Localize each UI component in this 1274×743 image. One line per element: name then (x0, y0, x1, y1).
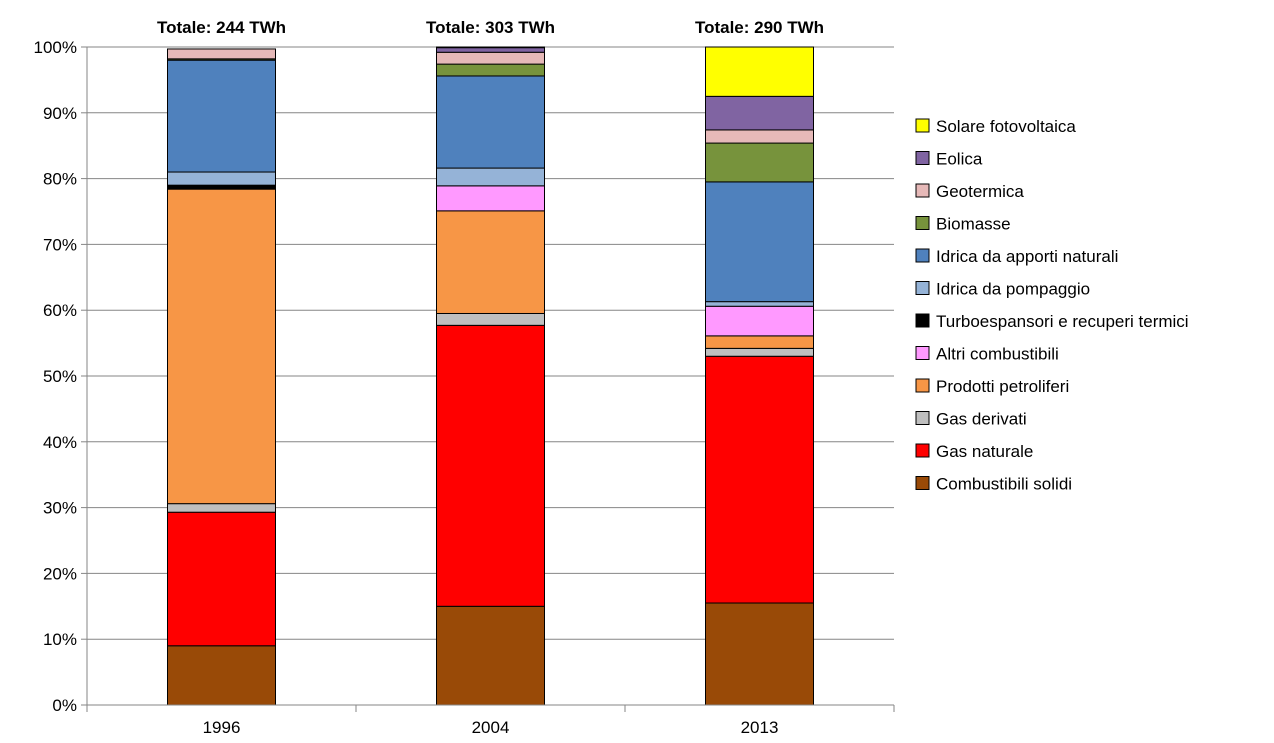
bar-segment (436, 63, 545, 77)
bar-segment (705, 347, 814, 357)
y-tick-label: 20% (43, 564, 77, 583)
bar-segment (436, 605, 545, 706)
legend-swatch (915, 248, 930, 263)
legend-swatch (915, 216, 930, 230)
x-tick-label: 1996 (203, 718, 241, 737)
bar-segment (436, 75, 545, 169)
legend-swatch (915, 443, 930, 458)
bar-segment (705, 181, 814, 303)
x-axis: 1996 2004 2013 (86, 704, 895, 737)
legend-swatch (915, 281, 930, 295)
legend-label: Gas naturale (936, 442, 1033, 461)
bar-segment (436, 46, 545, 49)
bar-segment (705, 305, 814, 337)
bar-segment (436, 210, 545, 314)
bar-segment (705, 129, 814, 144)
bar-segment (436, 185, 545, 212)
y-tick-label: 80% (43, 170, 77, 189)
bar-segment (167, 188, 276, 505)
legend-swatch (915, 378, 930, 393)
bar-segment (705, 46, 814, 97)
total-label: Totale: 303 TWh (426, 18, 555, 37)
legend-label: Gas derivati (936, 410, 1027, 429)
legend-label: Altri combustibili (936, 345, 1059, 364)
legend-label: Geotermica (936, 182, 1024, 201)
y-tick-label: 10% (43, 630, 77, 649)
legend-swatch (915, 346, 930, 360)
y-tick-label: 90% (43, 104, 77, 123)
legend-label: Turboespansori e recuperi termici (936, 312, 1189, 331)
legend-label: Prodotti petroliferi (936, 377, 1069, 396)
legend-swatch (915, 476, 930, 490)
legend-label: Combustibili solidi (936, 475, 1072, 494)
bars (167, 46, 814, 706)
bar-segment (167, 59, 276, 173)
legend-label: Biomasse (936, 215, 1011, 234)
legend-label: Solare fotovoltaica (936, 117, 1076, 136)
y-axis: 0% 10% 20% 30% 40% 50% 60% 70% 80% 90% 100% (34, 38, 88, 715)
legend-swatch (915, 183, 930, 198)
legend: Solare fotovoltaica Eolica Geotermica Bioma… (915, 117, 1189, 494)
y-tick-label: 100% (34, 38, 77, 57)
bar-segment (705, 95, 814, 131)
bar-segment (436, 312, 545, 326)
y-tick-label: 50% (43, 367, 77, 386)
y-tick-label: 30% (43, 499, 77, 518)
bar-segment (436, 47, 545, 53)
bar-segment (167, 48, 276, 60)
bar-segment (705, 355, 814, 604)
total-labels: Totale: 244 TWh Totale: 303 TWh Totale: 29… (157, 18, 824, 37)
legend-label: Eolica (936, 150, 983, 169)
bar-segment (705, 602, 814, 706)
y-tick-label: 70% (43, 235, 77, 254)
legend-swatch (915, 151, 930, 165)
bar-segment (167, 171, 276, 186)
legend-swatch (915, 411, 930, 425)
bar-segment (705, 142, 814, 183)
x-tick-label: 2004 (472, 718, 510, 737)
bar-segment (705, 335, 814, 349)
legend-label: Idrica da apporti naturali (936, 247, 1118, 266)
y-tick-label: 60% (43, 301, 77, 320)
bar-segment (167, 511, 276, 647)
x-tick-label: 2013 (741, 718, 779, 737)
bar-segment (436, 51, 545, 65)
bar-segment (705, 301, 814, 307)
total-label: Totale: 244 TWh (157, 18, 286, 37)
bar-segment (436, 324, 545, 607)
total-label: Totale: 290 TWh (695, 18, 824, 37)
legend-label: Idrica da pompaggio (936, 280, 1090, 299)
legend-swatch (915, 313, 930, 328)
bar-segment (436, 167, 545, 187)
y-tick-label: 0% (52, 696, 77, 715)
y-tick-label: 40% (43, 433, 77, 452)
bar-segment (167, 645, 276, 706)
bar-segment (167, 503, 276, 513)
legend-swatch (915, 118, 930, 133)
